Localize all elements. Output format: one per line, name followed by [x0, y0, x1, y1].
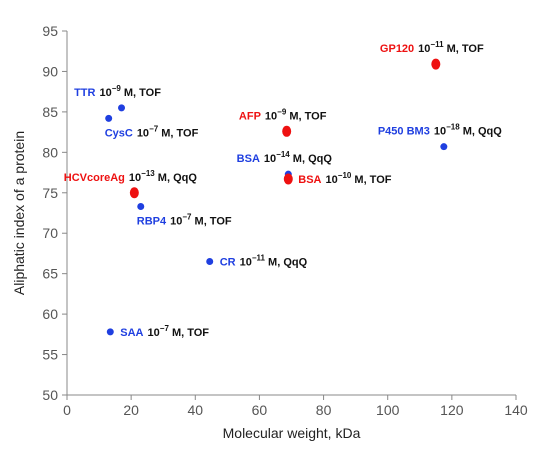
point-label-name: HCVcoreAg [64, 172, 125, 184]
point-label-conc-exp: −11 [252, 254, 266, 263]
point-label-conc-base: 10 [265, 110, 277, 122]
point-label: HCVcoreAg 10−13 M, QqQ [64, 169, 198, 184]
point-label-method: M, QqQ [290, 153, 333, 165]
point-label-conc-base: 10 [148, 327, 160, 339]
x-tick-label: 140 [504, 402, 528, 418]
point-label-name: CysC [105, 127, 133, 139]
point-label-method: M, TOF [286, 110, 326, 122]
y-tick-label: 80 [42, 144, 58, 160]
x-tick-label: 120 [440, 402, 464, 418]
point-label-conc-base: 10 [264, 153, 276, 165]
y-tick-label: 75 [42, 185, 58, 201]
point-label: CR 10−11 M, QqQ [220, 254, 308, 269]
point-label-name: CR [220, 257, 236, 269]
point-label-conc-base: 10 [434, 126, 446, 138]
point-label-conc-base: 10 [170, 216, 182, 228]
point-label-conc-base: 10 [418, 43, 430, 55]
point-label-conc-base: 10 [129, 172, 141, 184]
x-tick-label: 100 [376, 402, 400, 418]
point-label: TTR 10−9 M, TOF [74, 84, 161, 99]
y-tick-label: 85 [42, 104, 58, 120]
point-label-conc-exp: −14 [276, 150, 290, 159]
y-tick-label: 65 [42, 266, 58, 282]
point-label-name: GP120 [380, 43, 414, 55]
point-label-conc-exp: −7 [182, 213, 192, 222]
point-label-name: RBP4 [137, 216, 167, 228]
point-label-name: BSA [237, 153, 260, 165]
point-label-conc-base: 10 [240, 257, 252, 269]
point-label-method: M, TOF [121, 87, 161, 99]
point-label-method: M, TOF [158, 127, 198, 139]
point-label-name: P450 BM3 [378, 126, 430, 138]
point-label: SAA 10−7 M, TOF [120, 324, 209, 339]
data-point [106, 328, 114, 336]
data-point [105, 114, 113, 122]
y-tick-label: 95 [42, 23, 58, 39]
point-label: CysC 10−7 M, TOF [105, 124, 199, 139]
point-label-method: M, QqQ [155, 172, 198, 184]
y-tick-label: 55 [42, 347, 58, 363]
point-label: GP120 10−11 M, TOF [380, 40, 484, 55]
point-label-conc-exp: −18 [446, 123, 460, 132]
point-label-conc-exp: −9 [277, 107, 287, 116]
point-label-conc-base: 10 [137, 127, 149, 139]
point-label-conc-exp: −9 [112, 84, 122, 93]
data-point [282, 125, 292, 137]
x-tick-label: 40 [187, 402, 203, 418]
data-point [129, 187, 139, 199]
point-label-method: M, TOF [444, 43, 484, 55]
axes [62, 30, 517, 400]
data-point [440, 143, 448, 151]
y-axis-title: Aliphatic index of a protein [11, 131, 27, 295]
point-label: BSA 10−14 M, QqQ [237, 150, 333, 165]
point-label-name: AFP [239, 110, 261, 122]
x-axis-title: Molecular weight, kDa [223, 425, 361, 441]
point-label-conc-exp: −10 [338, 171, 352, 180]
point-label: P450 BM3 10−18 M, QqQ [378, 123, 502, 138]
point-label-method: M, TOF [169, 327, 209, 339]
point-label: RBP4 10−7 M, TOF [137, 213, 232, 228]
point-label-method: M, QqQ [265, 257, 308, 269]
data-point [137, 203, 145, 211]
point-label-conc-base: 10 [326, 174, 338, 186]
point-label-name: BSA [298, 174, 321, 186]
data-points [105, 58, 448, 336]
point-label-conc-exp: −13 [141, 169, 155, 178]
tick-labels: 0 20 40 60 80 100 120 140 50 55 60 65 70 75 80 85 90 95 [42, 23, 527, 418]
point-label-conc-base: 10 [99, 87, 111, 99]
point-label-method: M, QqQ [460, 126, 503, 138]
data-point [283, 173, 293, 185]
y-tick-label: 50 [42, 387, 58, 403]
point-label-conc-exp: −7 [160, 324, 170, 333]
data-point [118, 104, 126, 112]
point-label: AFP 10−9 M, TOF [239, 107, 327, 122]
point-label-method: M, TOF [351, 174, 391, 186]
point-label-name: SAA [120, 327, 143, 339]
point-label-name: TTR [74, 87, 95, 99]
y-tick-label: 70 [42, 225, 58, 241]
x-tick-label: 60 [252, 402, 268, 418]
point-label-method: M, TOF [191, 216, 231, 228]
x-tick-label: 0 [63, 402, 71, 418]
point-label-conc-exp: −11 [430, 40, 444, 49]
x-tick-label: 80 [316, 402, 332, 418]
data-point [206, 258, 214, 266]
data-point [431, 58, 441, 70]
point-label-conc-exp: −7 [149, 124, 159, 133]
point-label: BSA 10−10 M, TOF [298, 171, 391, 186]
x-tick-label: 20 [123, 402, 139, 418]
y-tick-label: 60 [42, 306, 58, 322]
y-tick-label: 90 [42, 63, 58, 79]
